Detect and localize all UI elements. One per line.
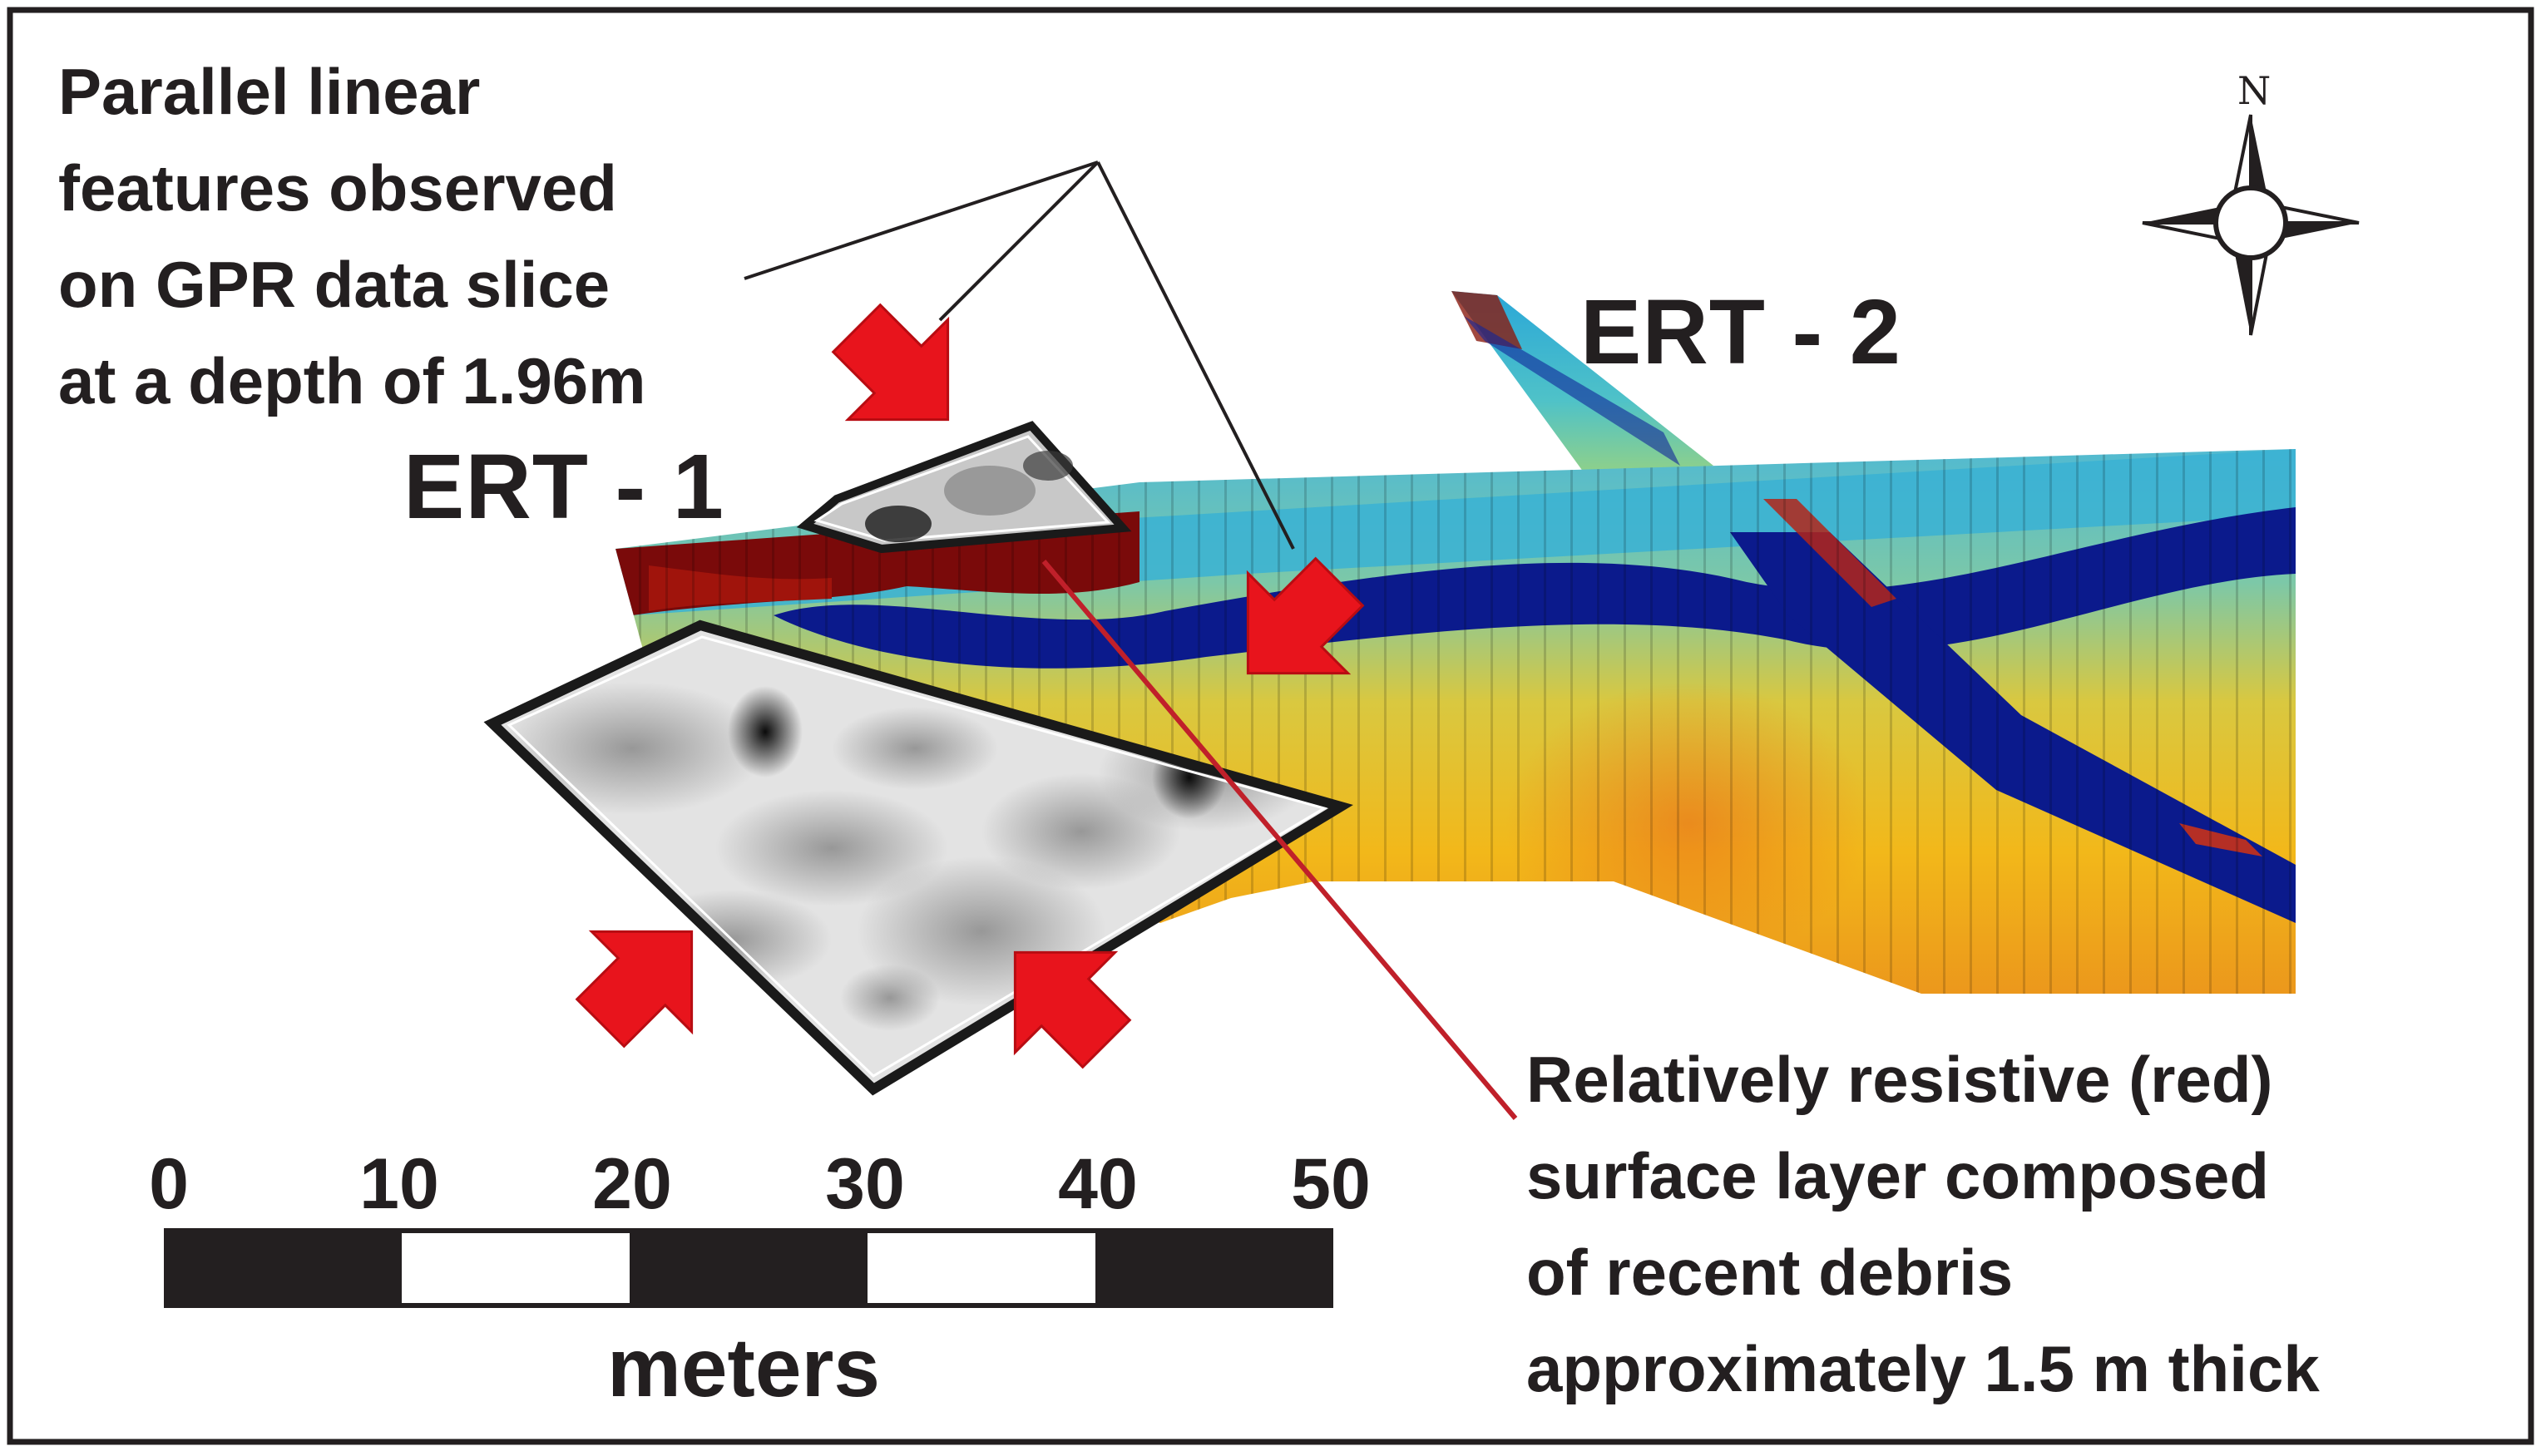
ert2-profile — [1451, 291, 1713, 491]
scale-tick-50: 50 — [1291, 1144, 1371, 1224]
gpr-callout-line-2: features observed — [58, 151, 617, 225]
scale-tick-0: 0 — [149, 1144, 189, 1224]
surface-callout-line-2: surface layer composed — [1526, 1139, 2270, 1212]
ert2-label: ERT - 2 — [1580, 281, 1901, 383]
scale-tick-10: 10 — [359, 1144, 439, 1224]
gpr-slice-upper — [796, 421, 1132, 554]
gpr-callout-line-1: Parallel linear — [58, 55, 481, 128]
red-arrow-icon — [831, 303, 950, 422]
north-label: N — [2237, 68, 2272, 113]
red-arrow-icon — [575, 930, 694, 1049]
surface-callout-line-4: approximately 1.5 m thick — [1526, 1332, 2320, 1405]
ert1-label: ERT - 1 — [403, 436, 724, 538]
gpr-callout-line-3: on GPR data slice — [58, 248, 611, 321]
gpr-callout-line-4: at a depth of 1.96m — [58, 344, 646, 417]
scale-bar — [164, 1228, 1333, 1308]
scale-tick-30: 30 — [825, 1144, 905, 1224]
surface-callout-line-3: of recent debris — [1526, 1236, 2014, 1309]
surface-callout-line-1: Relatively resistive (red) — [1526, 1043, 2273, 1116]
figure-border — [7, 7, 2534, 1445]
surface-layer-callout: Relatively resistive (red) surface layer… — [1526, 1031, 2320, 1417]
scale-tick-20: 20 — [592, 1144, 672, 1224]
scale-units-label: meters — [607, 1321, 880, 1414]
compass-rose-icon — [2142, 114, 2360, 336]
scale-tick-40: 40 — [1058, 1144, 1138, 1224]
gpr-features-callout: Parallel linear features observed on GPR… — [58, 43, 646, 429]
surface-leader-line — [1041, 560, 1518, 1120]
red-arrow-icon — [1246, 556, 1365, 675]
red-arrow-icon — [1013, 950, 1132, 1069]
gpr-leader-lines — [744, 160, 1295, 550]
